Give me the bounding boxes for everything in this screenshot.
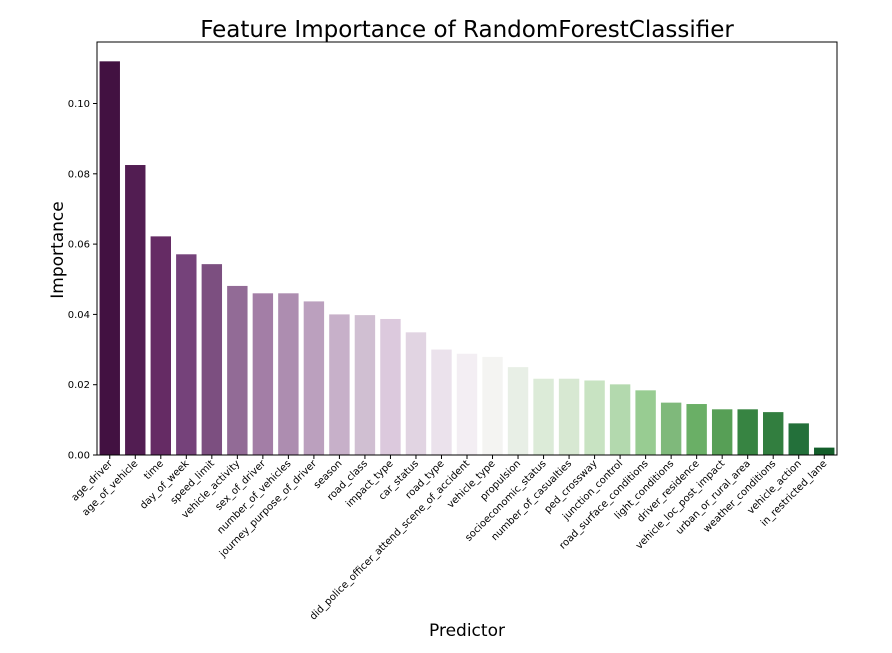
y-ticks-group: 0.00 0.02 0.04 0.06 0.08 0.10: [68, 99, 97, 462]
bar-speed-limit: [201, 264, 223, 455]
y-tick-label: 0.02: [68, 380, 90, 391]
bar-age-driver: [99, 61, 120, 455]
bar-road-class: [354, 315, 376, 455]
bar-vehicle-loc-post-impact: [711, 409, 733, 455]
bar-propulsion: [507, 367, 529, 455]
bar-number-of-vehicles: [278, 293, 299, 455]
bar-number-of-casualties: [558, 378, 580, 455]
bar-urban-or-rural-area: [737, 409, 758, 455]
bar-age-of-vehicle: [125, 165, 146, 455]
y-tick-label: 0.08: [68, 169, 90, 180]
plot-frame: [96, 41, 838, 456]
bar-driver-residence: [686, 404, 707, 455]
bar-in-restricted-lane: [814, 447, 835, 455]
y-tick-label: 0.00: [68, 451, 90, 462]
y-axis-label: Importance: [48, 201, 68, 298]
bar-car-status: [405, 332, 427, 455]
chart-title: Feature Importance of RandomForestClassi…: [200, 17, 734, 43]
y-tick-label: 0.10: [68, 99, 90, 110]
bar-impact-type: [380, 318, 401, 455]
bar-weather-conditions: [763, 412, 784, 455]
bar-junction-control: [609, 384, 631, 455]
bar-vehicle-activity: [227, 285, 248, 455]
y-tick-label: 0.06: [68, 240, 90, 251]
bar-light-conditions: [660, 402, 682, 455]
bar-socioeconomic-status: [533, 378, 554, 455]
bar-road-surface-conditions: [635, 390, 656, 455]
bar-road-type: [431, 349, 452, 455]
bar-ped-crossway: [584, 380, 605, 455]
bar-day-of-week: [176, 254, 197, 455]
bar-vehicle-action: [788, 423, 809, 455]
y-tick-label: 0.04: [68, 310, 90, 321]
bar-vehicle-type: [482, 356, 503, 455]
bar-time: [150, 236, 171, 455]
bar-did-police-officer-attend-scene-of-accident: [456, 353, 478, 455]
bar-journey-purpose-of-driver: [303, 301, 325, 455]
x-axis-label: Predictor: [429, 621, 505, 641]
bar-season: [329, 314, 350, 455]
bar-sex-of-driver: [252, 293, 274, 455]
bars-group: [99, 61, 835, 455]
